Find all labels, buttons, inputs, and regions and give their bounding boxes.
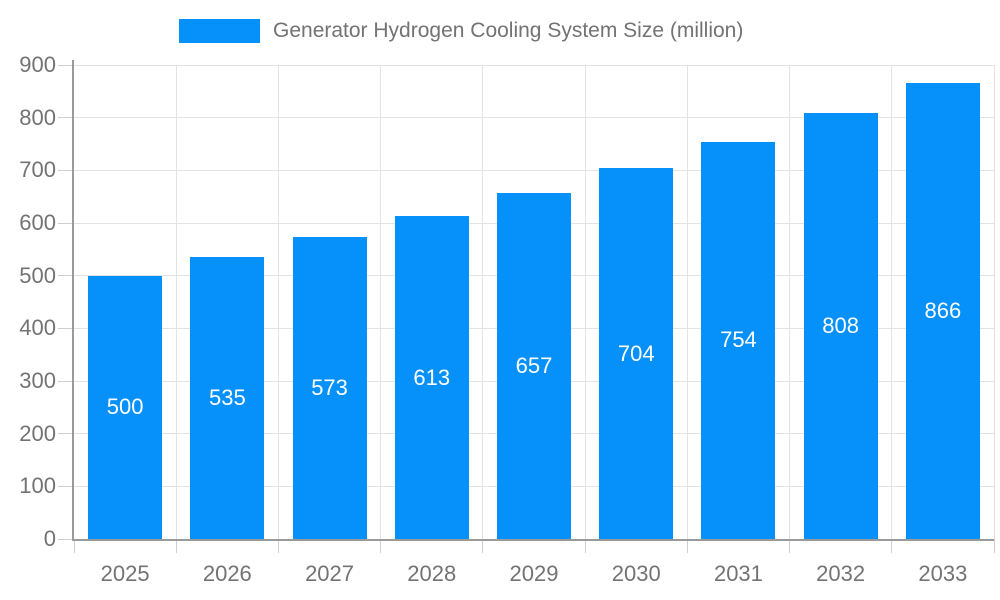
y-tick-label: 800 bbox=[19, 104, 56, 130]
x-tick-label: 2033 bbox=[918, 561, 968, 586]
v-gridline bbox=[175, 65, 177, 539]
y-tick-label: 0 bbox=[43, 526, 56, 551]
y-tick bbox=[58, 275, 74, 277]
y-tick bbox=[58, 380, 74, 382]
y-tick-label: 700 bbox=[19, 157, 56, 183]
bar: 754 bbox=[701, 141, 776, 539]
x-tick-label: 2028 bbox=[407, 561, 457, 586]
x-tick bbox=[277, 539, 279, 553]
x-tick bbox=[380, 539, 382, 553]
bar: 866 bbox=[905, 82, 980, 539]
v-gridline bbox=[584, 65, 586, 539]
x-tick-label: 2027 bbox=[305, 561, 355, 586]
bar: 704 bbox=[599, 168, 674, 539]
bar: 657 bbox=[497, 192, 571, 539]
bar-value-label: 613 bbox=[413, 364, 451, 390]
bar-value-label: 808 bbox=[822, 313, 860, 339]
bar: 573 bbox=[292, 237, 367, 539]
bar-value-label: 657 bbox=[515, 352, 553, 378]
y-tick bbox=[58, 485, 74, 487]
bar: 535 bbox=[190, 257, 265, 539]
bar: 500 bbox=[88, 275, 163, 539]
bar-value-label: 866 bbox=[924, 297, 962, 323]
y-tick-label: 400 bbox=[19, 315, 56, 341]
y-axis-line bbox=[72, 60, 74, 539]
x-tick-label: 2031 bbox=[713, 561, 763, 586]
legend: Generator Hydrogen Cooling System Size (… bbox=[179, 19, 743, 43]
x-tick bbox=[482, 539, 484, 553]
v-gridline bbox=[686, 65, 688, 539]
bar-value-label: 500 bbox=[106, 394, 144, 420]
y-tick-label: 900 bbox=[19, 52, 56, 77]
y-tick bbox=[58, 433, 74, 435]
v-gridline bbox=[482, 65, 484, 539]
bar: 808 bbox=[803, 113, 878, 539]
x-tick-label: 2030 bbox=[611, 561, 661, 586]
y-tick bbox=[58, 64, 74, 66]
h-gridline bbox=[74, 64, 994, 66]
y-tick bbox=[58, 222, 74, 224]
y-tick-label: 100 bbox=[19, 473, 56, 499]
x-tick bbox=[993, 539, 995, 553]
x-tick bbox=[891, 539, 893, 553]
v-gridline bbox=[891, 65, 893, 539]
x-tick bbox=[175, 539, 177, 553]
v-gridline bbox=[380, 65, 382, 539]
y-tick bbox=[58, 169, 74, 171]
legend-label: Generator Hydrogen Cooling System Size (… bbox=[273, 19, 744, 42]
y-tick-label: 600 bbox=[19, 210, 56, 235]
v-gridline bbox=[789, 65, 791, 539]
x-tick bbox=[686, 539, 688, 553]
bar-value-label: 754 bbox=[720, 327, 757, 353]
bar-value-label: 573 bbox=[311, 375, 348, 401]
x-tick-label: 2029 bbox=[509, 561, 559, 586]
x-tick-label: 2025 bbox=[100, 561, 150, 586]
h-gridline bbox=[74, 117, 994, 119]
y-tick bbox=[58, 117, 74, 119]
v-gridline bbox=[277, 65, 279, 539]
bar: 613 bbox=[394, 216, 469, 539]
y-tick-label: 300 bbox=[19, 368, 56, 393]
x-tick-label: 2032 bbox=[816, 561, 866, 586]
bar-value-label: 704 bbox=[617, 340, 655, 366]
x-tick-label: 2026 bbox=[202, 561, 252, 586]
x-tick bbox=[584, 539, 586, 553]
x-axis-line bbox=[72, 539, 994, 541]
x-tick bbox=[73, 539, 75, 553]
bar-value-label: 535 bbox=[208, 385, 246, 411]
x-tick bbox=[789, 539, 791, 553]
legend-swatch bbox=[179, 19, 260, 43]
v-gridline bbox=[993, 65, 995, 539]
y-tick bbox=[58, 538, 74, 540]
y-tick-label: 500 bbox=[19, 262, 56, 288]
y-tick-label: 200 bbox=[19, 420, 56, 446]
y-tick bbox=[58, 327, 74, 329]
h-gridline bbox=[74, 169, 994, 171]
